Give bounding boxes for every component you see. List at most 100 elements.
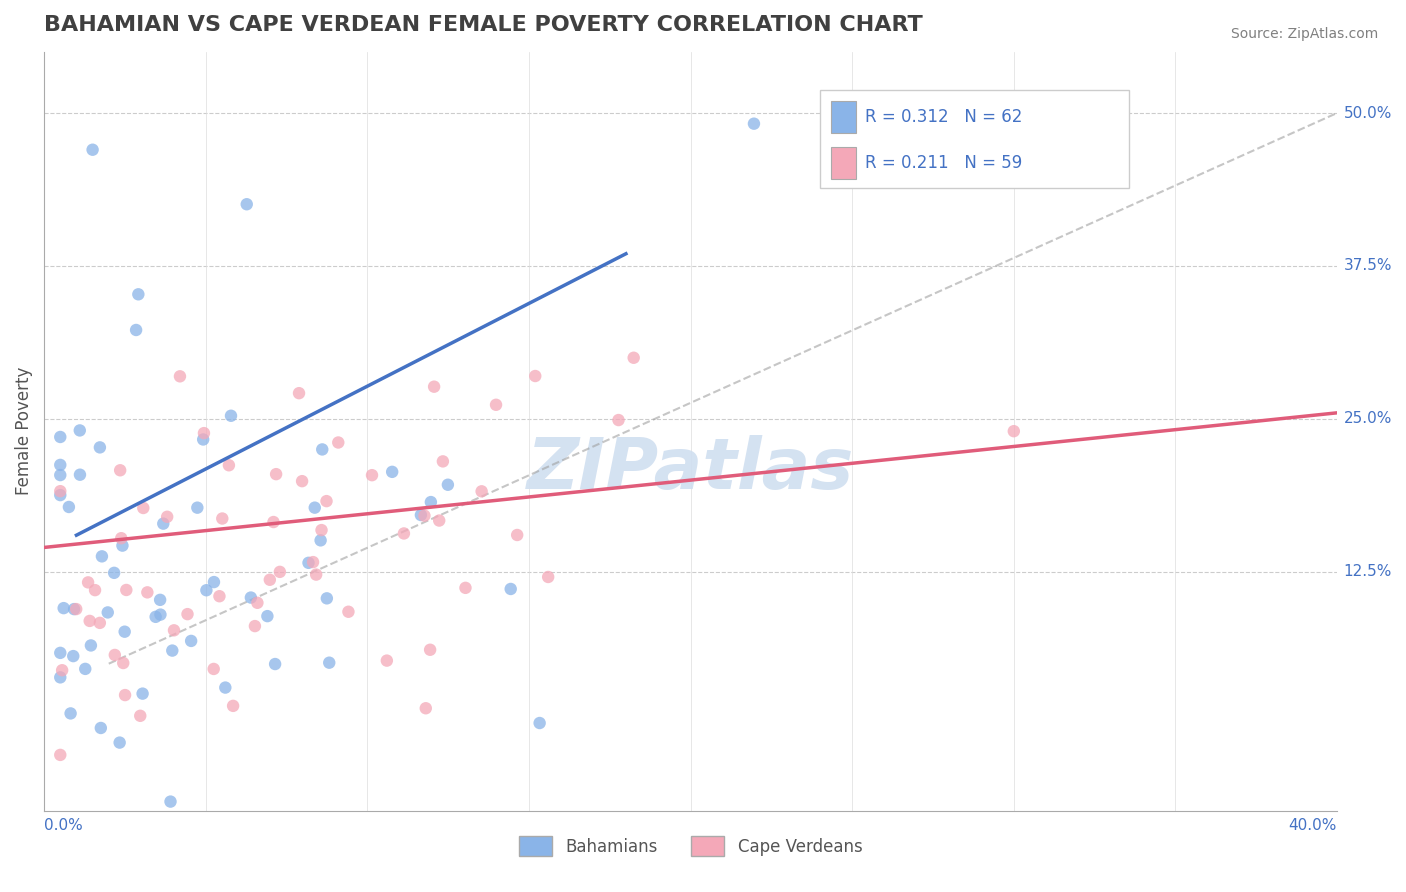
Point [49,468,72,483]
Point [80,639,103,653]
Point [103,566,125,580]
Point [115,582,138,597]
Point [162,643,184,657]
Legend: Bahamians, Cape Verdeans: Bahamians, Cape Verdeans [512,830,869,863]
Point [90,549,112,564]
Point [145,610,167,624]
Point [742,117,765,131]
Point [202,575,225,590]
Point [537,570,560,584]
Point [214,681,236,695]
Point [291,474,314,488]
Text: BAHAMIAN VS CAPE VERDEAN FEMALE POVERTY CORRELATION CHART: BAHAMIAN VS CAPE VERDEAN FEMALE POVERTY … [44,15,922,35]
Text: ZIPatlas: ZIPatlas [527,434,855,504]
Point [159,795,181,809]
Point [69,424,91,438]
Point [51,663,73,677]
Point [127,287,149,301]
Point [361,468,384,483]
Point [529,716,551,731]
Text: Source: ZipAtlas.com: Source: ZipAtlas.com [1230,27,1378,41]
Point [328,435,350,450]
Point [427,514,450,528]
Point [318,656,340,670]
Point [65,602,87,616]
Point [132,500,155,515]
Point [149,592,172,607]
Point [263,515,285,529]
Point [239,591,262,605]
Point [432,454,454,468]
Point [125,323,148,337]
Point [89,615,111,630]
Point [149,607,172,622]
Point [193,433,215,447]
Point [256,609,278,624]
Point [129,708,152,723]
Text: 0.0%: 0.0% [44,818,83,833]
Point [311,442,333,457]
Point [49,430,72,444]
Text: 25.0%: 25.0% [1344,411,1392,426]
Point [96,815,118,830]
Text: R = 0.312   N = 62: R = 0.312 N = 62 [865,108,1022,126]
Point [193,426,215,441]
Point [186,500,208,515]
Point [180,634,202,648]
Point [499,582,522,596]
Point [222,698,245,713]
Point [112,656,135,670]
Point [79,614,101,628]
Point [110,531,132,545]
Point [392,526,415,541]
Point [75,662,97,676]
Point [524,369,547,384]
Point [49,747,72,762]
Point [243,619,266,633]
Point [260,815,283,830]
Point [111,539,134,553]
Point [169,369,191,384]
Point [90,721,112,735]
Point [264,657,287,671]
Point [181,815,204,830]
Point [114,688,136,702]
Y-axis label: Female Poverty: Female Poverty [15,367,32,495]
Point [156,509,179,524]
Point [108,736,131,750]
Point [82,143,104,157]
Point [623,351,645,365]
Point [259,573,281,587]
Point [152,516,174,531]
Point [311,523,333,537]
Point [235,197,257,211]
Point [211,511,233,525]
Point [375,654,398,668]
Point [108,463,131,477]
Point [77,575,100,590]
Point [49,458,72,472]
Point [49,484,72,499]
Point [131,687,153,701]
Text: R = 0.211   N = 59: R = 0.211 N = 59 [865,154,1022,172]
Point [63,602,86,616]
Point [58,500,80,514]
Point [104,648,127,662]
Point [176,607,198,621]
Point [506,528,529,542]
Point [305,567,328,582]
Point [381,465,404,479]
Point [413,508,436,523]
Point [219,409,242,423]
Point [437,477,460,491]
Point [409,508,432,522]
Point [84,583,107,598]
Point [114,624,136,639]
Point [49,488,72,502]
Text: 12.5%: 12.5% [1344,565,1392,580]
Point [304,500,326,515]
Point [288,386,311,401]
Text: 40.0%: 40.0% [1289,818,1337,833]
Point [218,458,240,473]
Point [136,585,159,599]
